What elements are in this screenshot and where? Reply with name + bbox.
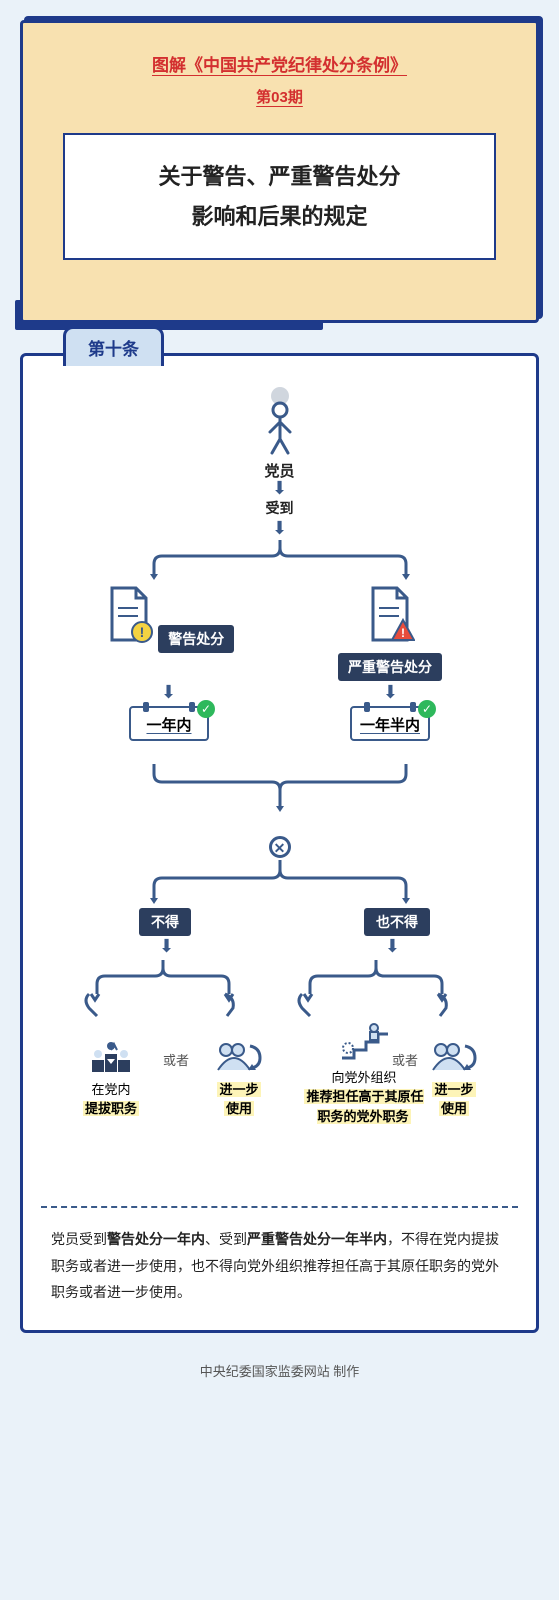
leaf1-hl: 提拔职务 xyxy=(83,1101,139,1116)
card-front: 图解《中国共产党纪律处分条例》 第03期 关于警告、严重警告处分 影响和后果的规… xyxy=(20,20,539,323)
warning-label: 警告处分 xyxy=(158,625,234,653)
leaf-further-use-1: 进一步 使用 xyxy=(189,1036,289,1119)
main-panel: 第十条 党员 ⬇ 受到 ⬇ ! 警告处分 xyxy=(20,353,539,1333)
flowchart: 党员 ⬇ 受到 ⬇ ! 警告处分 xyxy=(41,386,518,1206)
arrow-down-icon: ⬇ xyxy=(383,682,398,703)
arrow-down-icon: ⬇ xyxy=(385,936,400,957)
arrow-down-icon: ⬇ xyxy=(272,518,287,539)
leaf4-hl1: 进一步 xyxy=(432,1082,475,1097)
divider xyxy=(41,1206,518,1208)
leaf4-hl2: 使用 xyxy=(439,1101,469,1116)
split-connector-3r xyxy=(296,960,476,1020)
merge-connector xyxy=(140,764,420,812)
footer: 中央纪委国家监委网站 制作 xyxy=(12,1353,547,1388)
calendar-left: ✓ 一年内 xyxy=(109,706,229,741)
period-right: 一年半内 xyxy=(360,717,420,734)
header-card: 图解《中国共产党纪律处分条例》 第03期 关于警告、严重警告处分 影响和后果的规… xyxy=(20,20,539,323)
stairs-person-icon xyxy=(336,1022,392,1062)
leaf1-pre: 在党内 xyxy=(91,1082,130,1097)
series-title: 图解《中国共产党纪律处分条例》 xyxy=(43,51,516,76)
not-box-right: 也不得 xyxy=(364,908,430,936)
period-left: 一年内 xyxy=(146,717,191,734)
warning-doc-left: ! 警告处分 xyxy=(99,586,239,653)
split-connector xyxy=(140,540,420,580)
split-connector-2 xyxy=(140,860,420,904)
person-node: 党员 xyxy=(256,386,304,481)
leaf3-pre: 向党外组织 xyxy=(331,1070,396,1085)
arrow-down-icon: ⬇ xyxy=(272,478,287,499)
split-connector-3l xyxy=(83,960,263,1020)
arrow-down-icon: ⬇ xyxy=(161,682,176,703)
receives-label: 受到 xyxy=(266,498,294,518)
severe-warning-label: 严重警告处分 xyxy=(338,653,442,681)
or-label: 或者 xyxy=(163,1050,189,1069)
issue-number: 第03期 xyxy=(43,86,516,107)
svg-text:!: ! xyxy=(139,624,144,640)
calendar-right: ✓ 一年半内 xyxy=(330,706,450,741)
arrow-down-icon: ⬇ xyxy=(159,936,174,957)
leaf-promote: 在党内 提拔职务 xyxy=(61,1036,161,1119)
people-arrow-icon xyxy=(212,1036,266,1074)
leaf2-hl2: 使用 xyxy=(224,1101,254,1116)
check-icon: ✓ xyxy=(418,700,436,718)
people-arrow-icon xyxy=(427,1036,481,1074)
not-box-left: 不得 xyxy=(139,908,191,936)
svg-text:!: ! xyxy=(401,626,405,640)
leaf2-hl1: 进一步 xyxy=(217,1082,260,1097)
article-tab: 第十条 xyxy=(63,326,164,366)
document-severe-icon: ! xyxy=(365,586,415,644)
warning-doc-right: ! 严重警告处分 xyxy=(320,586,460,681)
person-icon xyxy=(256,386,304,456)
check-icon: ✓ xyxy=(197,700,215,718)
summary-text: 党员受到警告处分一年内、受到严重警告处分一年半内，不得在党内提拔职务或者进一步使… xyxy=(41,1226,518,1306)
main-title-box: 关于警告、严重警告处分 影响和后果的规定 xyxy=(63,133,496,260)
title-line-2: 影响和后果的规定 xyxy=(75,197,484,237)
leaf-further-use-2: 进一步 使用 xyxy=(404,1036,504,1119)
title-line-1: 关于警告、严重警告处分 xyxy=(75,157,484,197)
promote-icon xyxy=(86,1036,136,1074)
x-circle-icon: ✕ xyxy=(269,836,291,858)
document-warning-icon: ! xyxy=(104,586,154,644)
